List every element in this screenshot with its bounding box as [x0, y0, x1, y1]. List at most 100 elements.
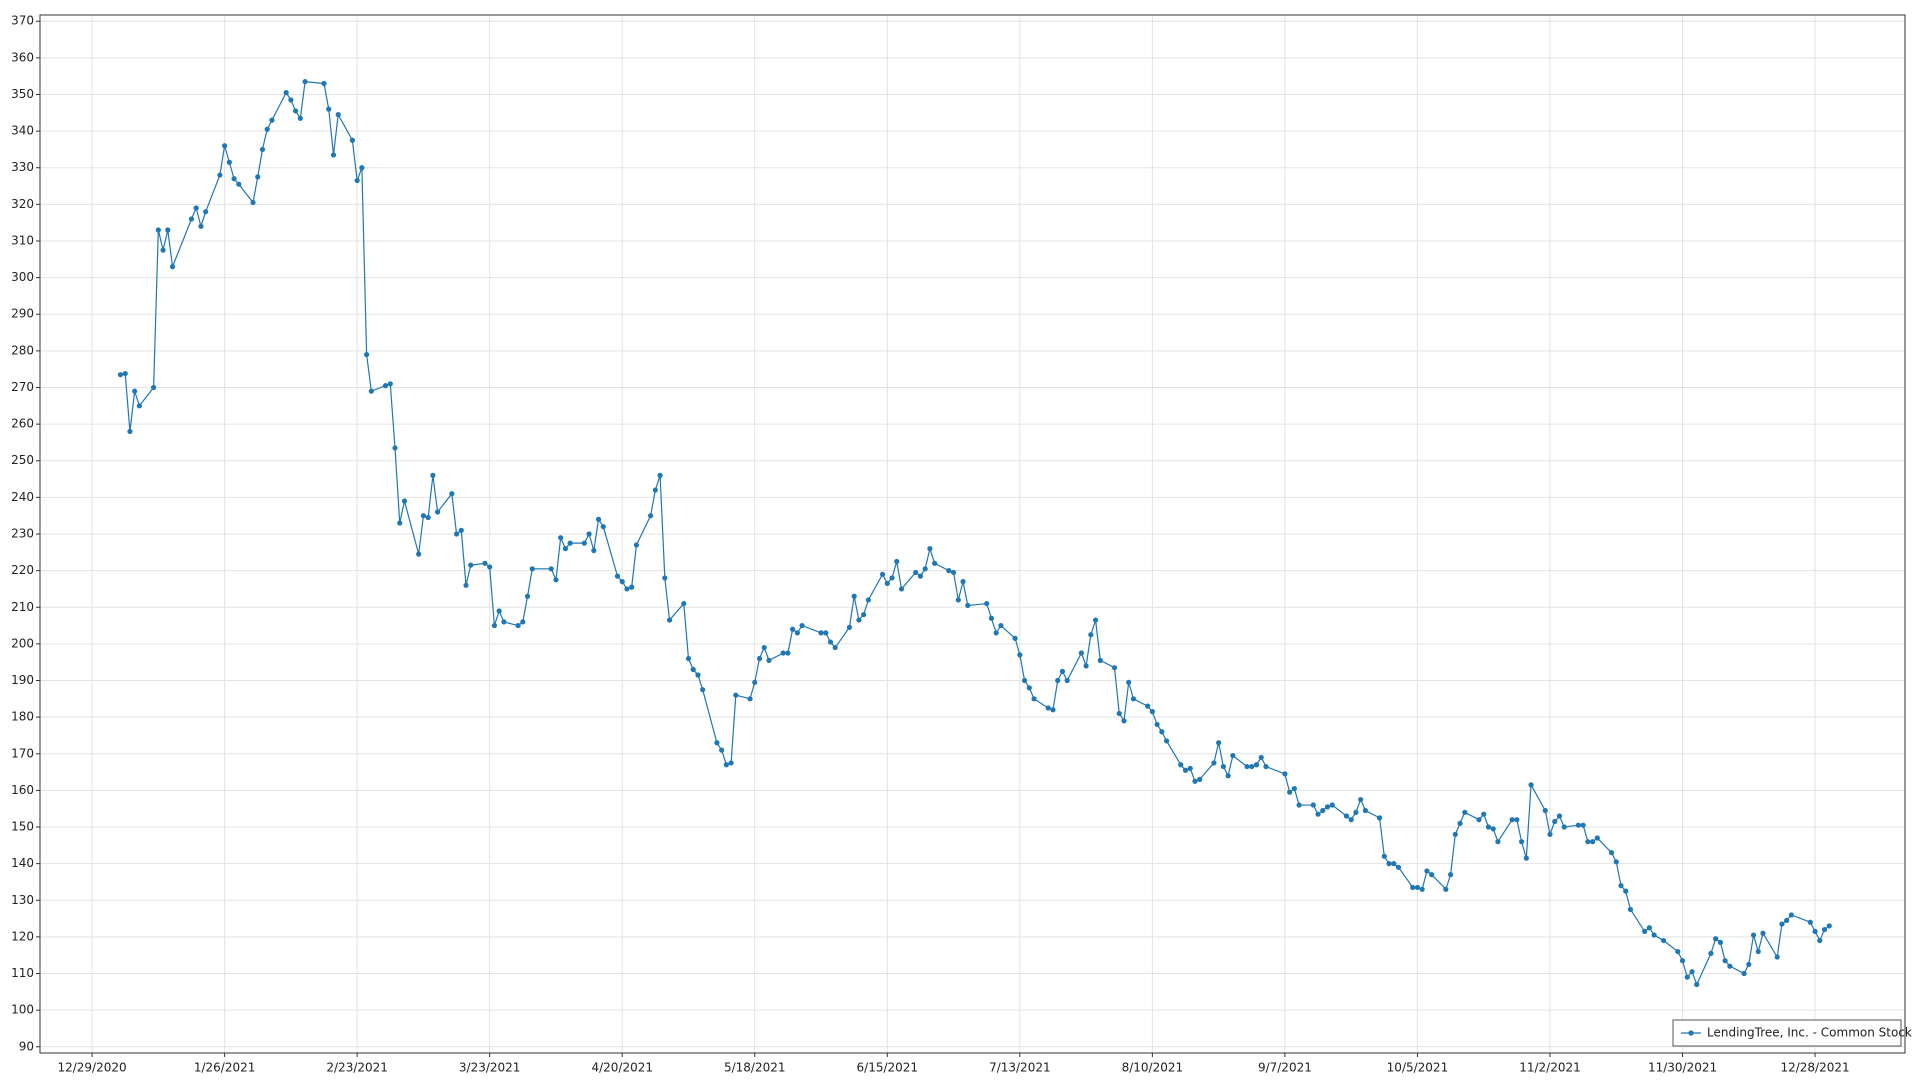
data-point — [382, 383, 389, 389]
data-point — [1315, 811, 1321, 817]
data-point — [752, 679, 758, 685]
data-point — [416, 551, 422, 557]
data-point — [1249, 763, 1255, 770]
data-point — [1424, 868, 1430, 874]
data-point — [387, 381, 393, 387]
data-point — [1542, 807, 1548, 814]
y-tick-label: 170 — [11, 746, 34, 760]
x-tick-label: 7/13/2021 — [989, 1061, 1051, 1075]
data-point — [1552, 818, 1558, 825]
x-tick-label: 4/20/2021 — [591, 1061, 653, 1075]
data-point — [392, 445, 398, 451]
data-point — [359, 165, 365, 171]
data-point — [302, 79, 308, 85]
data-point — [1722, 958, 1728, 964]
data-point — [719, 747, 725, 753]
y-tick-label: 290 — [11, 307, 34, 321]
data-point — [468, 562, 474, 568]
data-point — [1059, 668, 1066, 674]
data-point — [453, 531, 460, 537]
data-point — [1476, 817, 1482, 823]
data-point — [1812, 928, 1818, 934]
x-tick-label: 11/2/2021 — [1519, 1061, 1581, 1075]
y-tick-label: 130 — [11, 893, 34, 907]
data-point — [1485, 824, 1492, 830]
data-point — [648, 513, 654, 519]
data-point — [397, 520, 403, 526]
data-point — [619, 579, 625, 585]
data-point — [1253, 762, 1260, 768]
data-point — [1163, 738, 1170, 744]
data-point — [1784, 917, 1790, 924]
data-point — [1608, 850, 1615, 856]
data-point — [1017, 652, 1023, 658]
data-point — [1414, 884, 1421, 891]
data-point — [1807, 919, 1813, 925]
data-point — [1746, 961, 1752, 967]
y-tick-label: 310 — [11, 233, 34, 247]
data-point — [1774, 954, 1780, 960]
legend-box — [1672, 1019, 1902, 1047]
data-point — [155, 227, 161, 233]
x-tick-label: 9/7/2021 — [1258, 1061, 1312, 1075]
data-point — [1627, 906, 1634, 913]
data-point — [1788, 912, 1794, 918]
data-point — [1386, 861, 1392, 867]
y-tick-label: 360 — [11, 50, 34, 64]
data-point — [283, 90, 289, 96]
data-point — [1779, 921, 1785, 927]
data-point — [458, 527, 464, 533]
data-point — [1358, 796, 1364, 803]
data-point — [1741, 970, 1747, 977]
data-point — [1126, 679, 1132, 685]
y-tick-label: 300 — [11, 270, 34, 284]
data-point — [250, 199, 256, 206]
data-point — [1381, 853, 1387, 859]
data-point — [1353, 809, 1359, 815]
y-tick-label: 90 — [19, 1039, 34, 1053]
y-tick-label: 160 — [11, 783, 34, 797]
x-tick-label: 5/18/2021 — [724, 1061, 786, 1075]
data-point — [714, 740, 720, 746]
data-point — [965, 602, 971, 609]
data-point — [553, 577, 559, 583]
y-tick-label: 210 — [11, 600, 34, 614]
data-point — [766, 657, 772, 663]
data-point — [1708, 950, 1714, 956]
data-point — [666, 617, 673, 623]
data-point — [1514, 817, 1520, 823]
data-point — [1121, 718, 1127, 724]
data-point — [435, 509, 441, 515]
data-point — [1689, 969, 1695, 975]
data-point — [1580, 822, 1586, 828]
data-point — [1092, 617, 1099, 623]
y-tick-label: 110 — [11, 966, 34, 980]
data-point — [1192, 778, 1198, 784]
data-point — [420, 513, 427, 519]
x-tick-label: 6/15/2021 — [857, 1061, 919, 1075]
legend-swatch-marker — [1688, 1030, 1694, 1036]
data-point — [1244, 763, 1250, 770]
data-point — [269, 117, 275, 123]
legend: LendingTree, Inc. - Common Stock — [1672, 1019, 1912, 1047]
data-point — [259, 146, 266, 153]
data-point — [790, 626, 796, 632]
data-point — [1646, 925, 1652, 931]
data-point — [1391, 861, 1397, 867]
data-point — [1088, 632, 1094, 638]
data-point — [1717, 939, 1723, 945]
data-point — [1518, 839, 1525, 845]
data-point — [567, 540, 573, 546]
y-tick-label: 340 — [11, 124, 34, 138]
data-point — [1348, 817, 1354, 823]
data-point — [614, 573, 621, 579]
y-tick-label: 370 — [11, 14, 34, 28]
data-point — [747, 696, 753, 702]
data-point — [1675, 948, 1681, 955]
data-point — [1561, 824, 1567, 830]
data-point — [1197, 776, 1203, 782]
data-point — [335, 112, 341, 118]
data-point — [1282, 771, 1288, 777]
data-point — [231, 176, 237, 182]
data-point — [1230, 752, 1236, 759]
